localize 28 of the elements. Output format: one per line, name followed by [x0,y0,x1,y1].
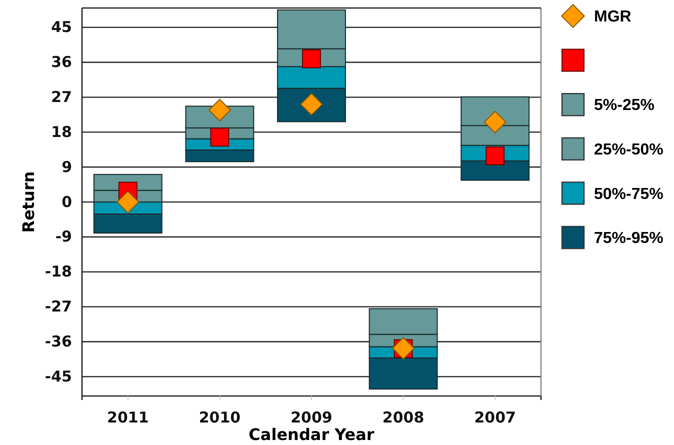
legend-label: MGR [594,8,632,26]
x-tick-label: 2010 [198,408,241,427]
point [208,98,231,122]
y-tick-label: 9 [62,158,72,176]
point [210,128,230,147]
y-tick-label: 0 [62,192,72,211]
x-tick-label: 2007 [474,408,516,427]
y-tick-label: 18 [51,122,72,141]
legend-label: 50%-75% [594,186,664,203]
y-tick-label: -18 [44,262,72,281]
legend-label: 25%-50% [594,142,664,158]
y-axis-title: Return [19,171,38,233]
y-tick-label: -36 [44,332,72,350]
x-axis-title: Calendar Year [248,425,374,444]
y-tick-label: 36 [51,53,72,72]
point [302,49,321,68]
y-tick-label: 45 [51,18,72,36]
x-tick-label: 2009 [290,408,332,427]
point [116,190,140,214]
y-tick-label: -9 [55,228,72,246]
point [486,146,505,166]
x-tick-label: 2011 [107,408,149,427]
legend-label: 75%-95% [594,230,664,248]
y-tick-label: -27 [44,298,72,316]
legend-label: 5%-25% [594,97,654,114]
y-tick-label: 27 [51,88,72,106]
x-tick-label: 2008 [382,408,424,427]
y-tick-label: -45 [44,367,72,386]
